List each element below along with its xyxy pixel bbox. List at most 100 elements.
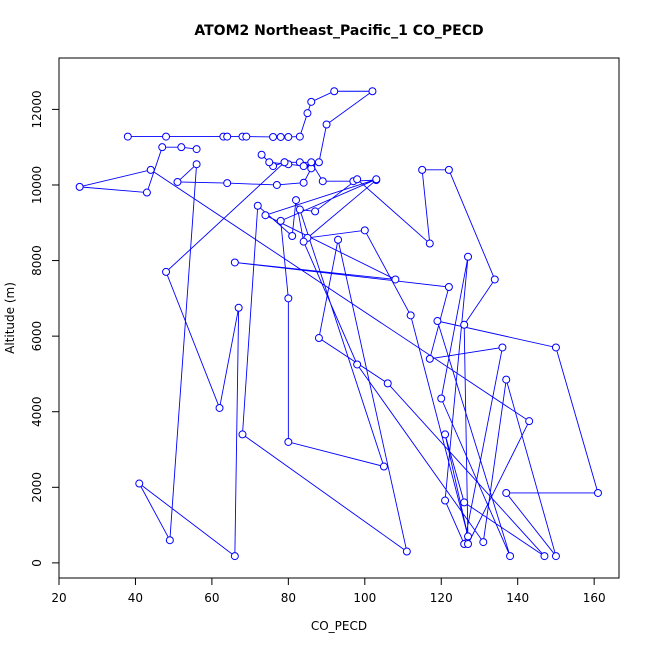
- data-point: [135, 479, 144, 488]
- data-point: [299, 178, 308, 187]
- data-point: [433, 317, 442, 326]
- data-point: [334, 235, 343, 244]
- data-point: [368, 87, 377, 96]
- data-point: [284, 437, 293, 446]
- data-point: [383, 379, 392, 388]
- y-tick-label: 2000: [30, 472, 44, 503]
- data-point: [291, 196, 300, 205]
- data-point: [418, 165, 427, 174]
- data-point: [322, 120, 331, 129]
- data-point: [318, 177, 327, 186]
- data-point: [253, 201, 262, 210]
- data-point: [223, 179, 232, 188]
- data-point: [372, 175, 381, 184]
- data-point: [280, 158, 289, 167]
- data-point: [223, 132, 232, 141]
- data-point: [479, 538, 488, 547]
- data-point: [551, 552, 560, 561]
- data-point: [123, 132, 132, 141]
- data-point: [460, 498, 469, 507]
- data-point: [299, 237, 308, 246]
- data-point: [295, 205, 304, 214]
- data-point: [272, 180, 281, 189]
- x-tick-label: 140: [506, 591, 529, 605]
- data-point: [192, 145, 201, 154]
- data-point: [593, 488, 602, 497]
- x-tick-label: 80: [281, 591, 296, 605]
- data-point: [406, 311, 415, 320]
- data-point: [269, 132, 278, 141]
- data-point: [464, 539, 473, 548]
- data-point: [177, 143, 186, 152]
- y-axis-label: Altitude (m): [3, 282, 17, 354]
- data-point: [215, 403, 224, 412]
- data-point: [307, 97, 316, 106]
- data-point: [295, 132, 304, 141]
- data-point: [379, 462, 388, 471]
- data-point: [234, 303, 243, 312]
- data-point: [230, 552, 239, 561]
- data-point: [192, 160, 201, 169]
- data-point: [242, 132, 251, 141]
- data-point: [425, 354, 434, 363]
- data-point: [444, 283, 453, 292]
- data-point: [525, 417, 534, 426]
- data-point: [75, 182, 84, 191]
- data-point: [490, 275, 499, 284]
- y-tick-label: 4000: [30, 396, 44, 427]
- data-point: [441, 430, 450, 439]
- data-point: [162, 132, 171, 141]
- data-point: [353, 175, 362, 184]
- plot-frame: [58, 57, 620, 579]
- data-point: [441, 496, 450, 505]
- data-point: [330, 87, 339, 96]
- data-point: [540, 552, 549, 561]
- data-point: [165, 536, 174, 545]
- data-point: [303, 109, 312, 118]
- data-point: [284, 294, 293, 303]
- data-point: [173, 177, 182, 186]
- x-tick-label: 60: [204, 591, 219, 605]
- data-point: [146, 165, 155, 174]
- data-point: [288, 231, 297, 240]
- x-tick-label: 120: [430, 591, 453, 605]
- data-point: [162, 267, 171, 276]
- data-point: [276, 132, 285, 141]
- series-line: [79, 90, 599, 557]
- data-point: [464, 252, 473, 261]
- data-point: [284, 132, 293, 141]
- x-tick-label: 20: [51, 591, 66, 605]
- data-point: [506, 552, 515, 561]
- data-point: [142, 188, 151, 197]
- y-tick-label: 10000: [30, 166, 44, 204]
- y-tick-label: 0: [30, 559, 44, 567]
- data-point: [238, 430, 247, 439]
- data-point: [498, 343, 507, 352]
- data-point: [502, 488, 511, 497]
- x-tick-label: 100: [353, 591, 376, 605]
- x-tick-label: 40: [128, 591, 143, 605]
- data-point: [551, 343, 560, 352]
- data-point: [391, 275, 400, 284]
- data-point: [314, 334, 323, 343]
- data-point: [360, 226, 369, 235]
- data-point: [307, 158, 316, 167]
- y-tick-label: 8000: [30, 245, 44, 276]
- data-point: [230, 258, 239, 267]
- data-point: [437, 394, 446, 403]
- data-point: [261, 211, 270, 220]
- data-point: [444, 165, 453, 174]
- y-tick-label: 12000: [30, 90, 44, 128]
- data-point: [276, 216, 285, 225]
- data-point: [311, 207, 320, 216]
- data-point: [353, 360, 362, 369]
- x-tick-label: 160: [583, 591, 606, 605]
- data-point: [299, 162, 308, 171]
- data-point: [158, 143, 167, 152]
- y-tick-label: 6000: [30, 321, 44, 352]
- data-point: [464, 532, 473, 541]
- data-point: [425, 239, 434, 248]
- chart-title: ATOM2 Northeast_Pacific_1 CO_PECD: [194, 23, 483, 39]
- data-point: [460, 320, 469, 329]
